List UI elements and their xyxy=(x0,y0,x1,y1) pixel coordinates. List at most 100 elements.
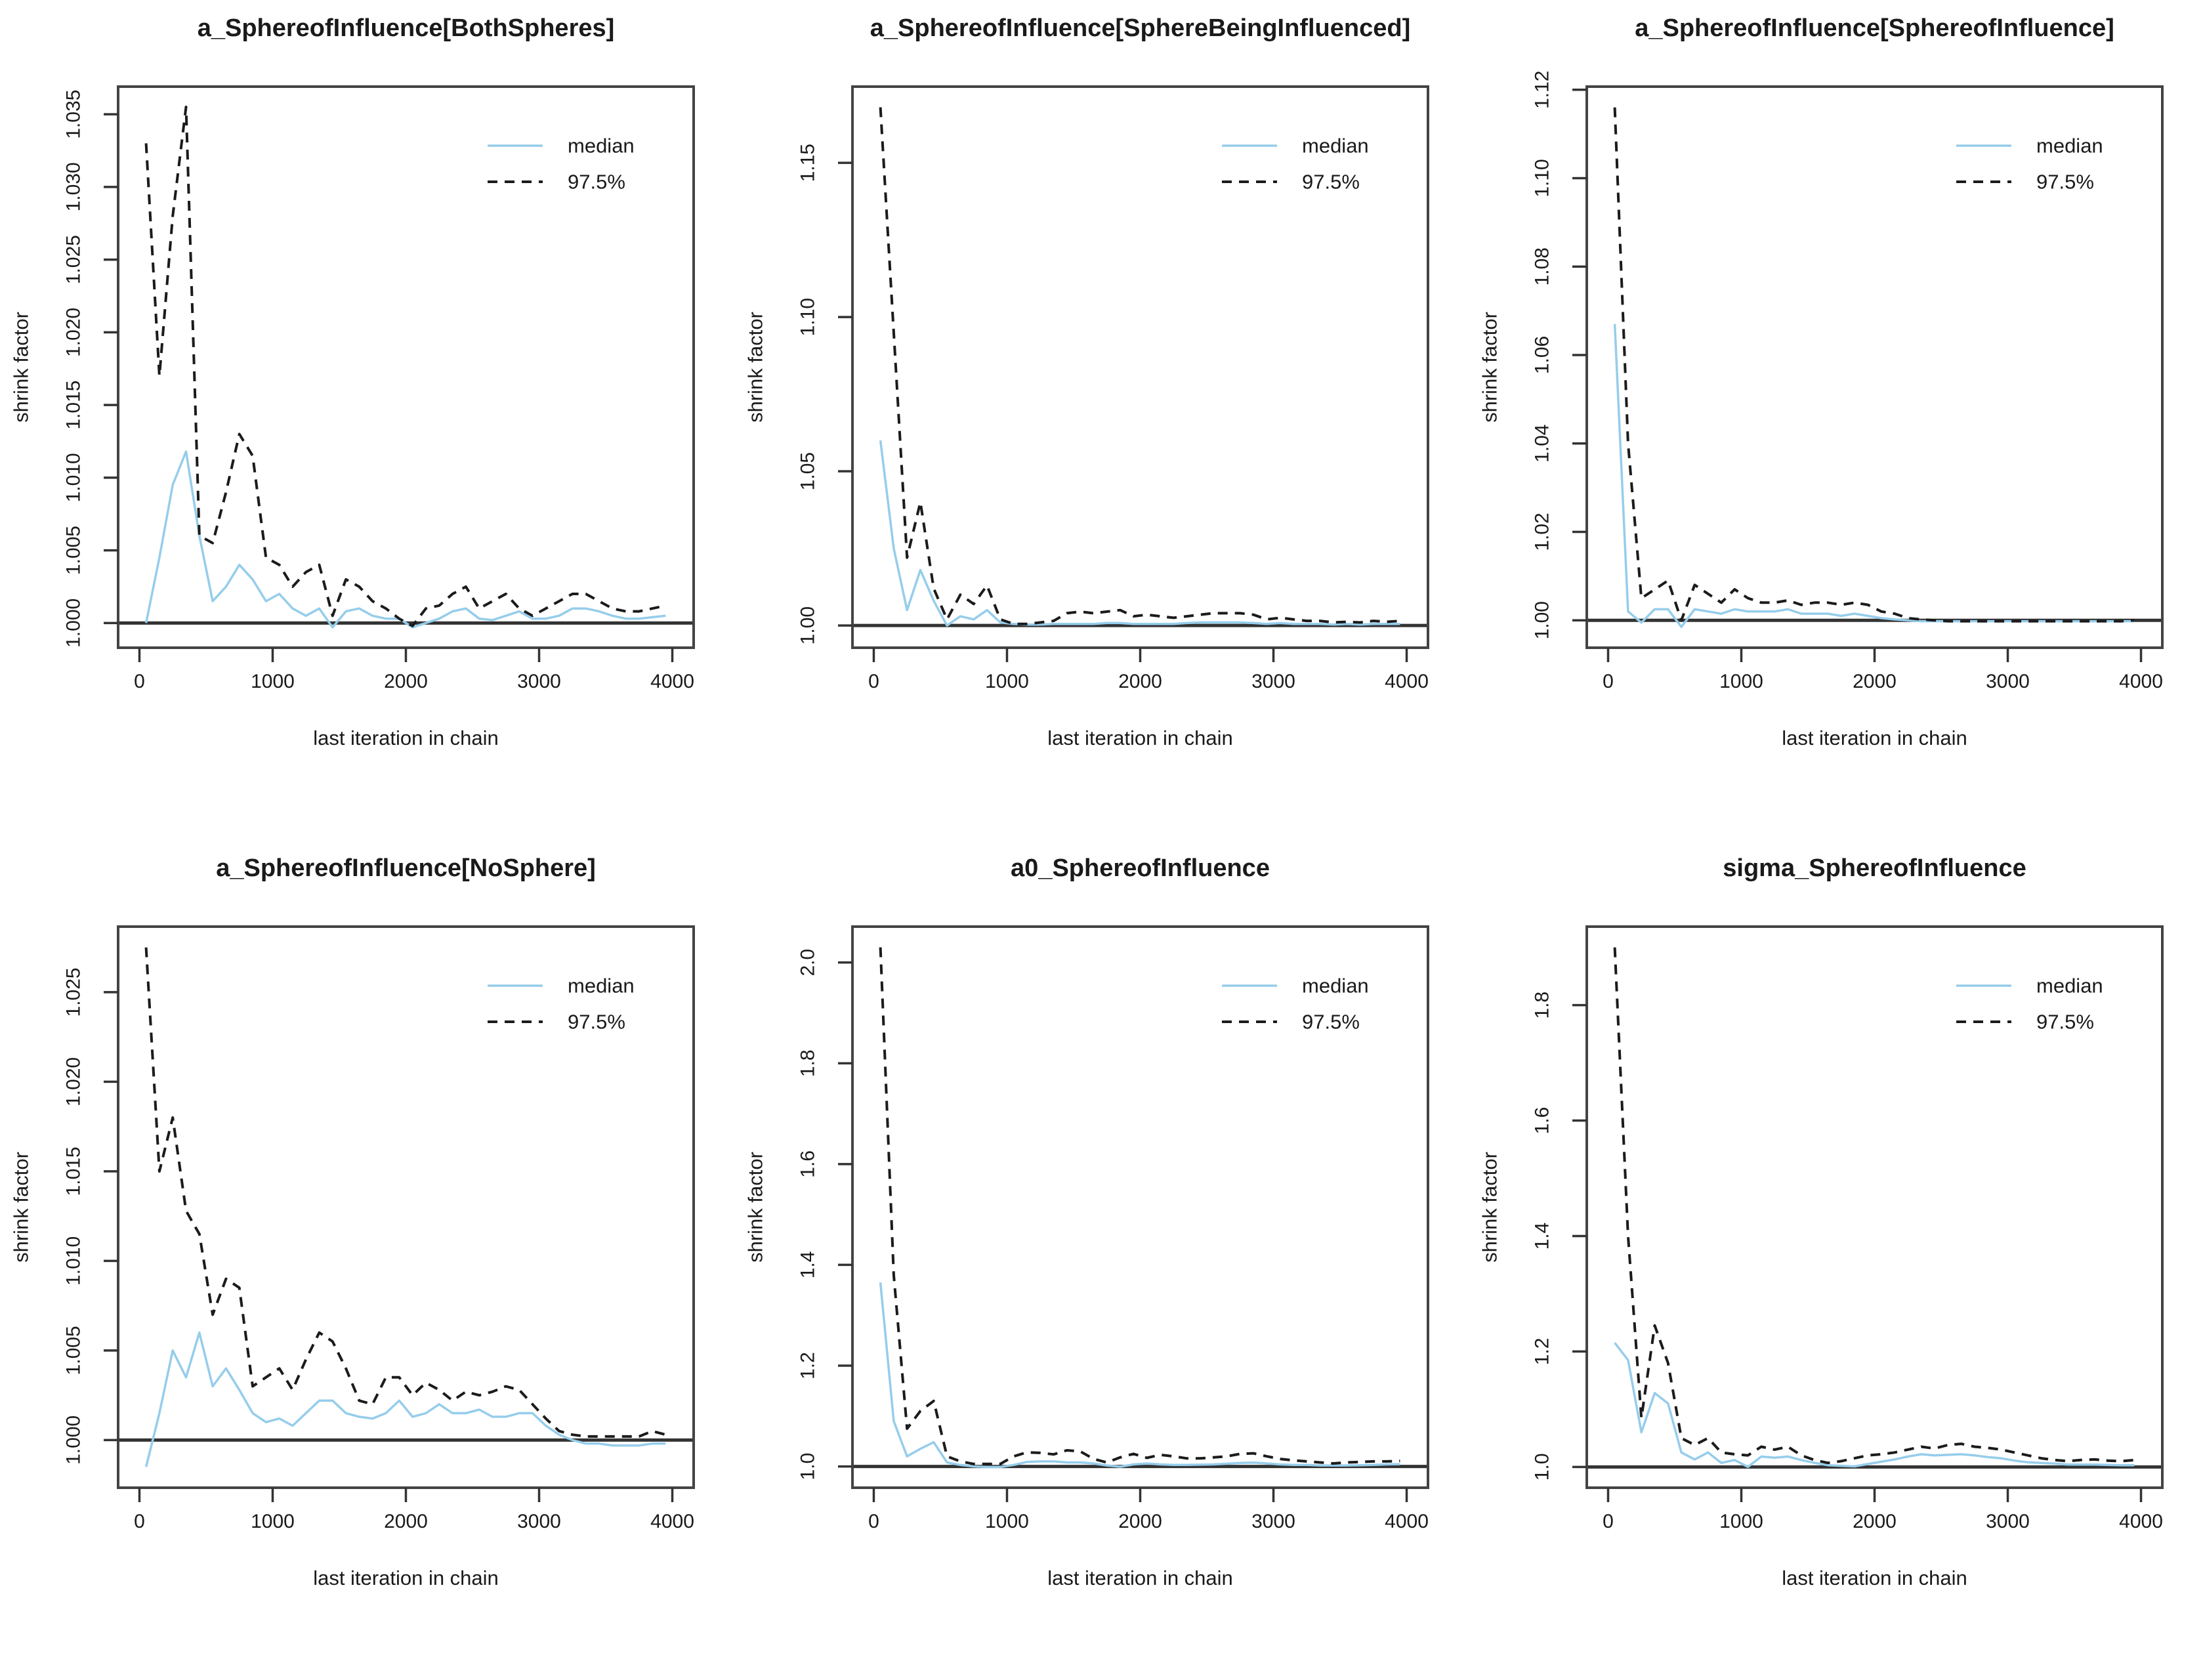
median-series-line xyxy=(1614,1342,2135,1469)
legend-975-label: 97.5% xyxy=(2036,1011,2094,1034)
x-axis-tick-label: 2000 xyxy=(384,671,428,692)
legend-median-label: median xyxy=(1302,135,1369,158)
x-axis-tick-label: 1000 xyxy=(251,1511,295,1532)
legend-975-label: 97.5% xyxy=(1302,171,1360,194)
x-axis-tick-label: 2000 xyxy=(384,1511,428,1532)
y-axis-tick-label: 1.035 xyxy=(63,90,85,139)
plot-title: a_SphereofInfluence[NoSphere] xyxy=(216,854,596,882)
p975-series-line xyxy=(144,106,666,627)
legend-975-label: 97.5% xyxy=(568,171,625,194)
x-axis-tick-label: 3000 xyxy=(517,1511,561,1532)
y-axis-tick-label: 1.6 xyxy=(1532,1107,1553,1135)
x-axis-tick-label: 0 xyxy=(134,671,145,692)
x-axis-tick-label: 0 xyxy=(1603,671,1614,692)
y-axis-tick-label: 1.000 xyxy=(63,1416,85,1465)
x-axis-title: last iteration in chain xyxy=(313,726,499,749)
x-axis-title: last iteration in chain xyxy=(1782,1566,1967,1589)
x-axis-tick-label: 0 xyxy=(868,1511,879,1532)
p975-series-line xyxy=(1613,107,2135,623)
y-axis-tick-label: 1.02 xyxy=(1532,513,1553,551)
y-axis-title: shrink factor xyxy=(10,312,33,423)
y-axis-tick-label: 1.8 xyxy=(1532,992,1553,1019)
median-series-line xyxy=(879,440,1400,627)
y-axis-title: shrink factor xyxy=(10,1152,33,1263)
y-axis-tick-label: 1.025 xyxy=(63,967,85,1017)
y-axis-tick-label: 1.08 xyxy=(1532,247,1553,285)
y-axis-tick-label: 1.0 xyxy=(797,1453,819,1480)
x-axis-tick-label: 2000 xyxy=(1853,671,1897,692)
y-axis-tick-label: 1.15 xyxy=(797,144,819,182)
x-axis-tick-label: 1000 xyxy=(251,671,295,692)
y-axis-tick-label: 1.04 xyxy=(1532,425,1553,463)
x-axis-tick-label: 4000 xyxy=(650,1511,694,1532)
median-series-line xyxy=(1613,324,2135,629)
plot-title: a0_SphereofInfluence xyxy=(1011,854,1270,882)
x-axis-title: last iteration in chain xyxy=(313,1566,499,1589)
y-axis-tick-label: 1.00 xyxy=(1532,601,1553,639)
x-axis-tick-label: 4000 xyxy=(1385,671,1429,692)
y-axis-tick-label: 1.020 xyxy=(63,1057,85,1106)
y-axis-tick-label: 1.000 xyxy=(63,598,85,648)
legend-median-label: median xyxy=(1302,975,1369,998)
y-axis-tick-label: 1.015 xyxy=(63,381,85,430)
y-axis-title: shrink factor xyxy=(1479,1152,1501,1263)
y-axis-tick-label: 1.2 xyxy=(797,1352,819,1379)
y-axis-title: shrink factor xyxy=(1479,312,1501,423)
y-axis-tick-label: 1.05 xyxy=(797,452,819,490)
y-axis-tick-label: 2.0 xyxy=(797,949,819,976)
y-axis-tick-label: 1.4 xyxy=(797,1251,819,1279)
x-axis-tick-label: 3000 xyxy=(1986,671,2030,692)
y-axis-tick-label: 1.10 xyxy=(797,298,819,336)
plot-title: a_SphereofInfluence[BothSpheres] xyxy=(198,14,615,42)
x-axis-tick-label: 4000 xyxy=(2119,1511,2163,1532)
x-axis-tick-label: 1000 xyxy=(1719,1511,1763,1532)
x-axis-tick-label: 3000 xyxy=(1251,1511,1295,1532)
legend-median-label: median xyxy=(2036,135,2103,158)
x-axis-tick-label: 2000 xyxy=(1118,1511,1162,1532)
y-axis-tick-label: 1.020 xyxy=(63,308,85,357)
subplot-1: a_SphereofInfluence[BothSpheres] 0 1000 200… xyxy=(0,0,734,840)
y-axis-tick-label: 1.06 xyxy=(1532,336,1553,374)
y-axis-tick-label: 1.030 xyxy=(63,162,85,211)
y-axis-tick-label: 1.6 xyxy=(797,1150,819,1178)
y-axis-tick-label: 1.00 xyxy=(797,606,819,644)
plot-title: a_SphereofInfluence[SphereBeingInfluence… xyxy=(870,14,1410,42)
x-axis-tick-label: 2000 xyxy=(1853,1511,1897,1532)
y-axis-tick-label: 1.4 xyxy=(1532,1223,1553,1250)
legend-median-label: median xyxy=(568,135,635,158)
x-axis-tick-label: 1000 xyxy=(1719,671,1763,692)
y-axis-tick-label: 1.005 xyxy=(63,1326,85,1375)
x-axis-title: last iteration in chain xyxy=(1047,726,1233,749)
x-axis-tick-label: 3000 xyxy=(1986,1511,2030,1532)
y-axis-tick-label: 1.2 xyxy=(1532,1338,1553,1366)
y-axis-title: shrink factor xyxy=(744,1152,767,1263)
subplot-4: a_SphereofInfluence[NoSphere] 0 1000 2000 30… xyxy=(0,840,734,1680)
p975-series-line xyxy=(879,107,1400,625)
x-axis-tick-label: 4000 xyxy=(650,671,694,692)
y-axis-title: shrink factor xyxy=(744,312,767,423)
p975-series-line xyxy=(144,947,666,1438)
subplot-6: sigma_SphereofInfluence 0 1000 2000 3000 4000… xyxy=(1469,840,2203,1680)
x-axis-tick-label: 1000 xyxy=(985,1511,1029,1532)
y-axis-tick-label: 1.025 xyxy=(63,235,85,284)
y-axis-tick-label: 1.8 xyxy=(797,1049,819,1077)
y-axis-tick-label: 1.010 xyxy=(63,1236,85,1286)
median-series-line xyxy=(144,450,666,629)
x-axis-tick-label: 2000 xyxy=(1118,671,1162,692)
x-axis-tick-label: 3000 xyxy=(1251,671,1295,692)
subplot-3: a_SphereofInfluence[SphereofInfluence] 0 1… xyxy=(1469,0,2203,840)
plot-title: a_SphereofInfluence[SphereofInfluence] xyxy=(1635,14,2114,42)
median-series-line xyxy=(879,1282,1400,1469)
y-axis-tick-label: 1.12 xyxy=(1532,71,1553,109)
median-series-line xyxy=(144,1331,666,1467)
subplot-2: a_SphereofInfluence[SphereBeingInfluence… xyxy=(734,0,1469,840)
legend-975-label: 97.5% xyxy=(1302,1011,1360,1034)
legend-975-label: 97.5% xyxy=(568,1011,625,1034)
legend-median-label: median xyxy=(568,975,635,998)
x-axis-tick-label: 0 xyxy=(1603,1511,1614,1532)
x-axis-tick-label: 1000 xyxy=(985,671,1029,692)
legend-median-label: median xyxy=(2036,975,2103,998)
y-axis-tick-label: 1.015 xyxy=(63,1146,85,1196)
x-axis-tick-label: 0 xyxy=(134,1511,145,1532)
